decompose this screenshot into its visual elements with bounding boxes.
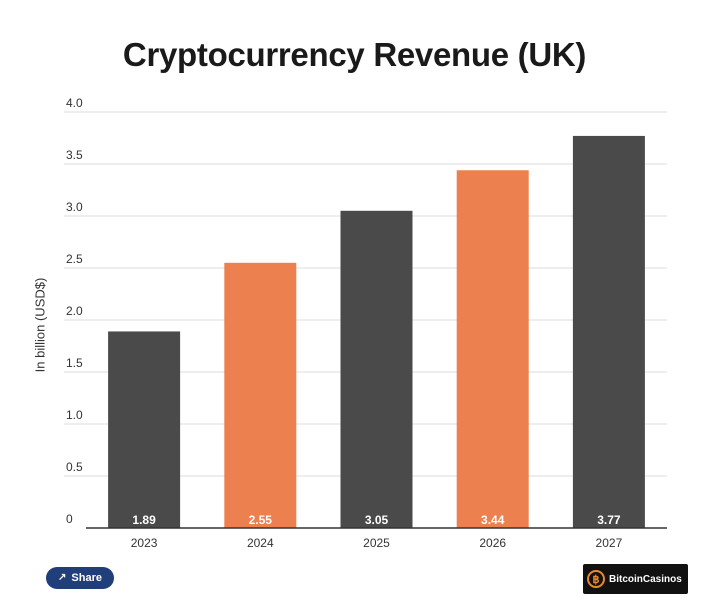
chart-title: Cryptocurrency Revenue (UK): [122, 36, 587, 73]
bar: [224, 262, 297, 528]
brand-name: BitcoinCasinos: [609, 573, 682, 585]
bitcoin-coin-icon: ฿: [587, 570, 605, 588]
y-tick-label: 1.5: [66, 356, 83, 370]
y-tick-label: 4.0: [66, 96, 83, 110]
data-label: 1.89: [132, 513, 156, 527]
y-tick-label: 0.5: [66, 460, 83, 474]
y-tick-label: 2.5: [66, 252, 83, 266]
share-label: Share: [71, 572, 102, 584]
bar: [456, 170, 529, 529]
bar: [572, 135, 645, 529]
bar: [108, 331, 181, 528]
data-label: 3.44: [481, 513, 505, 527]
bar: [340, 210, 413, 529]
data-label: 2.55: [249, 513, 273, 527]
data-label: 3.77: [597, 513, 621, 527]
x-tick-label: 2027: [596, 536, 623, 550]
x-tick-label: 2023: [131, 536, 158, 550]
y-tick-label: 2.0: [66, 304, 83, 318]
share-button[interactable]: ↗ Share: [46, 567, 114, 589]
data-label: 3.05: [365, 513, 389, 527]
y-axis-label: In billion (USD$): [32, 277, 48, 373]
x-tick-label: 2025: [363, 536, 390, 550]
x-tick-label: 2024: [247, 536, 274, 550]
y-tick-label: 3.0: [66, 200, 83, 214]
y-tick-label: 3.5: [66, 148, 83, 162]
x-tick-label: 2026: [479, 536, 506, 550]
y-tick-label: 1.0: [66, 408, 83, 422]
brand-logo: ฿ BitcoinCasinos: [583, 564, 688, 594]
share-icon: ↗: [58, 572, 67, 583]
y-tick-label: 0: [66, 512, 73, 526]
